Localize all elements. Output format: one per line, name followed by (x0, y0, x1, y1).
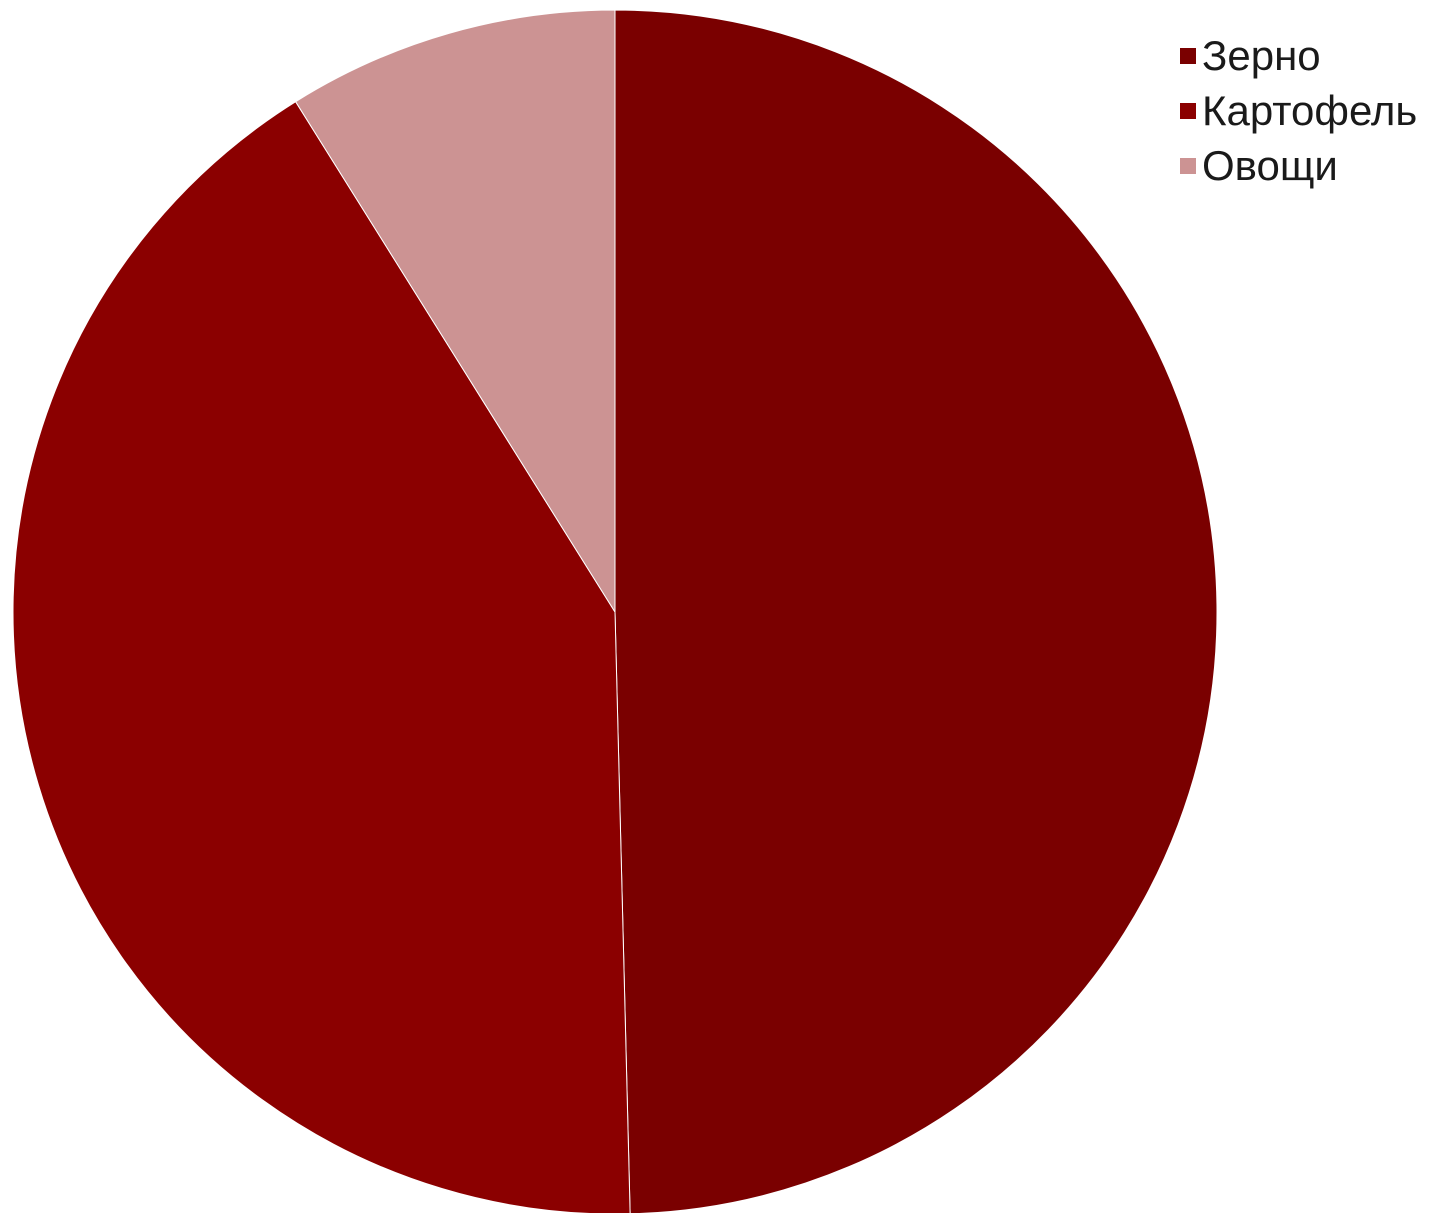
legend-item-kartofel: Картофель (1180, 83, 1417, 138)
legend-label: Картофель (1202, 87, 1418, 134)
legend-item-ovoshchi: Овощи (1180, 138, 1417, 193)
legend-swatch (1180, 157, 1196, 174)
legend-swatch (1180, 102, 1196, 119)
legend-item-zerno: Зерно (1180, 28, 1417, 83)
pie-slice-2 (294, 9, 616, 614)
pie-slice-0 (614, 9, 1218, 1213)
legend-swatch (1180, 47, 1196, 64)
pie-slice-1 (12, 101, 631, 1213)
pie-slices (12, 9, 1218, 1213)
legend-label: Овощи (1202, 142, 1338, 189)
chart-legend: Зерно Картофель Овощи (1180, 28, 1417, 193)
legend-label: Зерно (1202, 32, 1321, 79)
